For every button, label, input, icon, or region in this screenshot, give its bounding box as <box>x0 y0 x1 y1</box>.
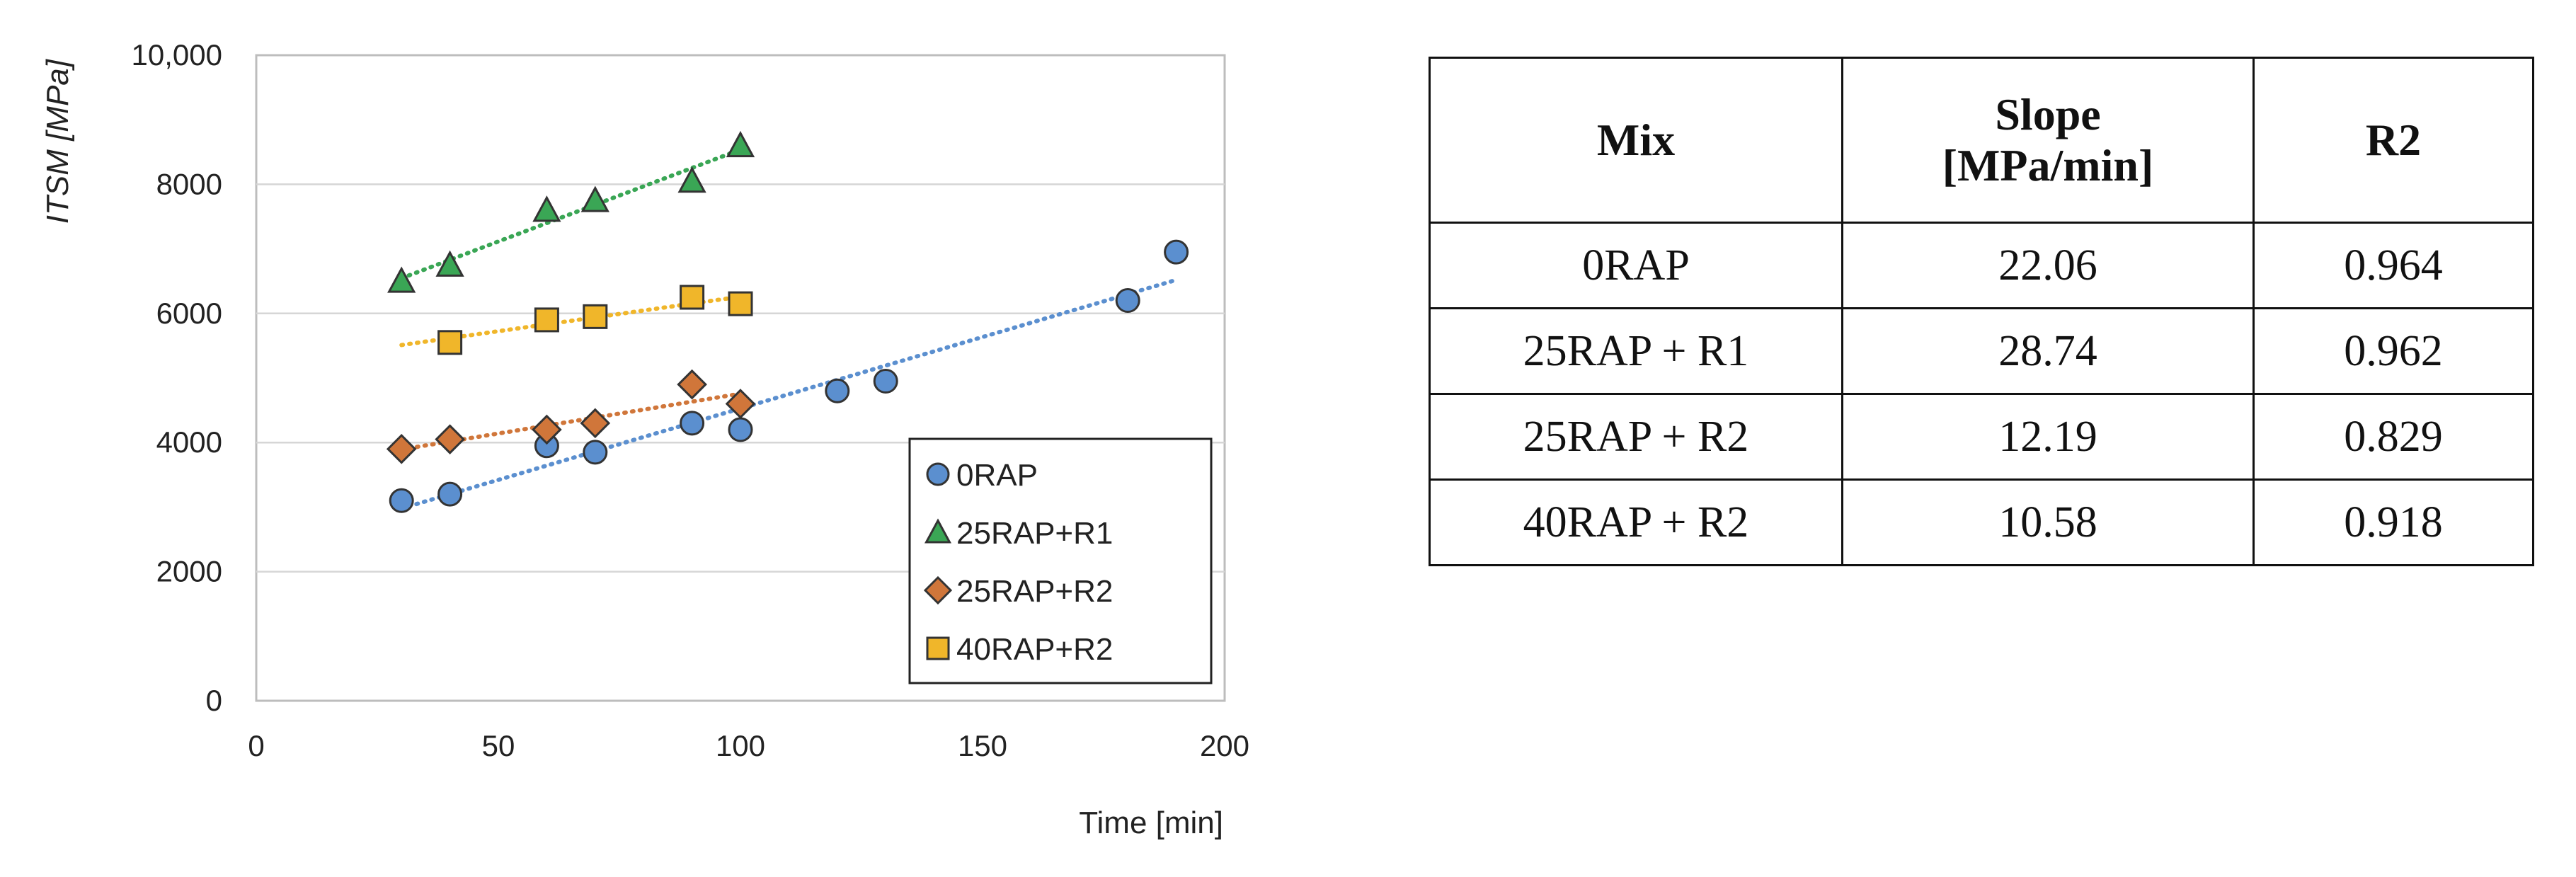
legend-label: 25RAP+R2 <box>956 574 1113 609</box>
data-point-circle <box>825 378 850 403</box>
trendline <box>399 147 743 281</box>
x-tick-label: 200 <box>1200 729 1249 762</box>
legend-marker-circle <box>926 462 950 486</box>
data-point-diamond <box>677 369 707 400</box>
y-tick-label: 6000 <box>156 297 222 330</box>
legend-label: 40RAP+R2 <box>956 632 1113 667</box>
data-point-square <box>680 285 705 310</box>
data-point-triangle <box>387 266 416 293</box>
slope-table: Mix Slope [MPa/min] R2 0RAP 22.06 0.964 2… <box>1429 57 2534 566</box>
data-point-diamond <box>725 389 756 419</box>
data-point-diamond <box>580 408 611 439</box>
x-tick-label: 150 <box>958 729 1007 762</box>
data-point-triangle <box>580 185 609 212</box>
data-point-square <box>728 291 753 316</box>
data-point-circle <box>728 417 753 442</box>
y-tick-label: 4000 <box>156 425 222 459</box>
data-point-circle <box>1164 239 1189 265</box>
cell-slope: 28.74 <box>1841 307 2255 395</box>
data-point-diamond <box>386 433 417 464</box>
trendline <box>399 277 1179 511</box>
data-point-circle <box>873 369 898 394</box>
data-point-diamond <box>532 414 562 445</box>
itsm-chart: 0 2000 4000 6000 8000 10,000 0 50 100 150 200 Time … <box>0 0 1274 877</box>
legend-label: 0RAP <box>956 458 1038 493</box>
legend-marker-square <box>926 636 950 660</box>
header-slope: Slope [MPa/min] <box>1841 57 2255 224</box>
cell-r2: 0.964 <box>2252 222 2534 309</box>
table-row: 0RAP 22.06 0.964 <box>1429 222 2534 309</box>
data-point-triangle <box>677 166 706 193</box>
cell-r2: 0.962 <box>2252 307 2534 395</box>
data-point-triangle <box>726 130 755 158</box>
cell-mix: 40RAP + R2 <box>1429 478 1843 566</box>
y-tick-label: 8000 <box>156 167 222 200</box>
x-tick-label: 50 <box>482 729 515 762</box>
y-tick-label: 2000 <box>156 555 222 588</box>
x-axis-title: Time [min] <box>1079 806 1223 840</box>
data-point-triangle <box>435 250 464 277</box>
data-point-circle <box>437 481 463 507</box>
legend-marker-diamond <box>923 575 953 605</box>
header-mix: Mix <box>1429 57 1843 224</box>
slope-table-wrap: Mix Slope [MPa/min] R2 0RAP 22.06 0.964 2… <box>1429 57 2534 566</box>
cell-r2: 0.829 <box>2252 393 2534 481</box>
cell-r2: 0.918 <box>2252 478 2534 566</box>
legend-label: 25RAP+R1 <box>956 516 1113 551</box>
y-axis-title: ITSM [MPa] <box>40 58 75 224</box>
legend-marker-triangle <box>924 518 952 544</box>
y-tick-label: 0 <box>206 684 222 717</box>
data-point-triangle <box>532 195 561 222</box>
x-tick-label: 100 <box>716 729 765 762</box>
data-point-square <box>437 330 463 355</box>
data-point-diamond <box>435 424 465 454</box>
table-row: 25RAP + R2 12.19 0.829 <box>1429 393 2534 481</box>
table-row: 40RAP + R2 10.58 0.918 <box>1429 478 2534 566</box>
chart-svg: 0 2000 4000 6000 8000 10,000 0 50 100 150 200 Time … <box>40 38 1249 840</box>
table-row: 25RAP + R1 28.74 0.962 <box>1429 307 2534 395</box>
data-point-square <box>583 304 608 329</box>
data-point-circle <box>389 488 414 513</box>
y-tick-label: 10,000 <box>132 38 222 71</box>
data-point-square <box>534 307 559 333</box>
header-r2: R2 <box>2252 57 2534 224</box>
table-header-row: Mix Slope [MPa/min] R2 <box>1429 57 2534 224</box>
header-slope-text: Slope [MPa/min] <box>1942 89 2154 190</box>
data-point-circle <box>1115 288 1140 314</box>
x-tick-label: 0 <box>248 729 264 762</box>
cell-slope: 10.58 <box>1841 478 2255 566</box>
cell-slope: 12.19 <box>1841 393 2255 481</box>
cell-mix: 25RAP + R1 <box>1429 307 1843 395</box>
cell-mix: 25RAP + R2 <box>1429 393 1843 481</box>
legend-box <box>908 437 1213 684</box>
cell-mix: 0RAP <box>1429 222 1843 309</box>
cell-slope: 22.06 <box>1841 222 2255 309</box>
data-point-circle <box>680 411 705 436</box>
data-point-circle <box>583 440 608 465</box>
